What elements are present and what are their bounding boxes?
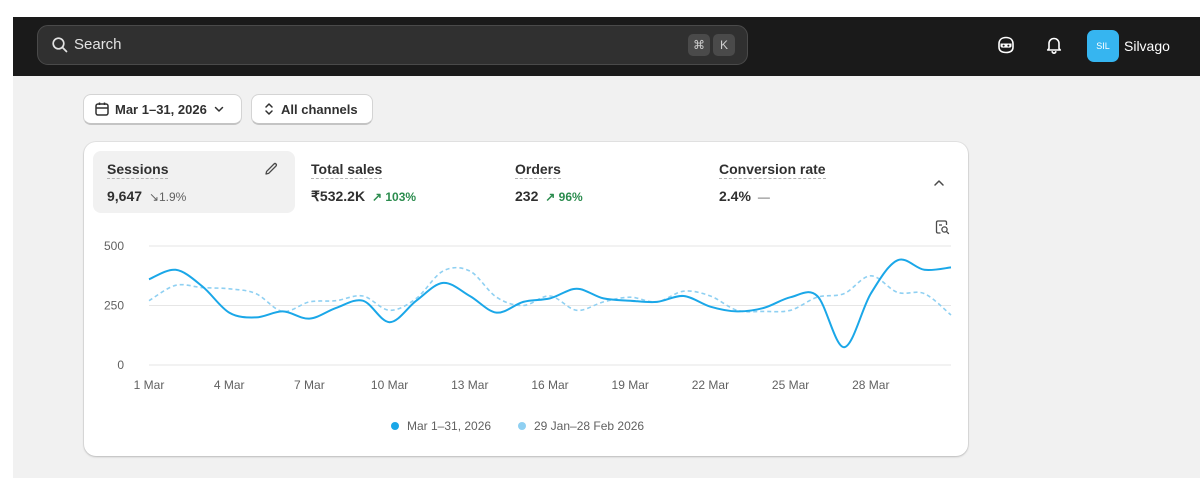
metric-orders[interactable]: Orders 232 ↗ 96% (501, 151, 703, 213)
legend-item-current[interactable]: Mar 1–31, 2026 (391, 419, 491, 433)
top-bar: Search ⌘ K SIL Silvago (13, 17, 1200, 76)
series-line-previous (148, 266, 952, 316)
x-tick-label: 28 Mar (852, 378, 889, 392)
metric-delta-text: 1.9% (159, 190, 187, 204)
y-tick-label: 0 (117, 358, 124, 372)
bell-icon[interactable] (1043, 34, 1065, 56)
app-frame: Search ⌘ K SIL Silvago Mar 1–31, 2026 (13, 17, 1200, 478)
legend-label: Mar 1–31, 2026 (407, 419, 492, 433)
calendar-icon (95, 102, 109, 116)
metric-label: Sessions (107, 161, 169, 179)
chevron-down-icon (214, 106, 224, 112)
date-range-label: Mar 1–31, 2026 (115, 101, 207, 117)
metric-value: 232 ↗ 96% (515, 187, 583, 206)
metric-label: Orders (515, 161, 561, 179)
x-tick-label: 22 Mar (692, 378, 729, 392)
sessions-line-chart: 500 250 0 1 Mar 4 Mar 7 Mar 10 Mar 13 Mar 16 Mar… (104, 239, 952, 392)
legend-label: 29 Jan–28 Feb 2026 (534, 419, 645, 433)
k-key-hint: K (713, 34, 735, 56)
metric-value: 2.4% — (719, 187, 770, 206)
arrow-up-right-icon: ↗ (545, 190, 556, 204)
store-name[interactable]: Silvago (1124, 38, 1170, 54)
y-tick-label: 250 (104, 299, 124, 313)
channels-label: All channels (281, 101, 358, 117)
metric-label: Total sales (311, 161, 383, 179)
command-key-hint: ⌘ (688, 34, 710, 56)
metric-value-text: ₹532.2K (311, 188, 366, 204)
legend-swatch (518, 422, 526, 430)
arrow-down-right-icon: ↘ (148, 190, 159, 204)
metric-value-text: 232 (515, 188, 539, 204)
x-tick-label: 13 Mar (451, 378, 488, 392)
x-tick-label: 25 Mar (772, 378, 809, 392)
x-tick-label: 1 Mar (134, 378, 165, 392)
metric-delta: ↗ 96% (545, 190, 582, 204)
sessions-card: Sessions 9,647 ↘1.9% Total sales ₹532.2K… (84, 142, 968, 456)
pencil-icon[interactable] (263, 161, 279, 177)
metric-value-text: 9,647 (107, 188, 143, 204)
x-tick-label: 7 Mar (294, 378, 325, 392)
select-arrows-icon (265, 103, 273, 115)
metric-delta: ↘1.9% (149, 190, 186, 204)
ai-assistant-icon[interactable] (995, 34, 1017, 56)
x-tick-label: 10 Mar (371, 378, 408, 392)
metric-delta-text: 103% (385, 190, 417, 204)
legend-swatch (391, 422, 399, 430)
metric-sessions[interactable]: Sessions 9,647 ↘1.9% (93, 151, 295, 213)
y-tick-label: 500 (104, 239, 124, 253)
metric-label: Conversion rate (719, 161, 826, 179)
chevron-up-icon[interactable] (932, 176, 946, 190)
search-placeholder: Search (74, 36, 122, 53)
metric-value: ₹532.2K ↗ 103% (311, 187, 416, 206)
x-tick-label: 4 Mar (214, 378, 245, 392)
chart-zoom-icon[interactable] (934, 219, 951, 236)
metric-conversion-rate[interactable]: Conversion rate 2.4% — (705, 151, 907, 213)
date-range-button[interactable]: Mar 1–31, 2026 (83, 94, 242, 125)
metric-total-sales[interactable]: Total sales ₹532.2K ↗ 103% (297, 151, 499, 213)
metric-delta-text: 96% (558, 190, 583, 204)
legend-item-previous[interactable]: 29 Jan–28 Feb 2026 (518, 419, 644, 433)
metric-delta: — (757, 190, 770, 204)
x-tick-label: 16 Mar (531, 378, 568, 392)
avatar[interactable]: SIL (1087, 30, 1119, 62)
series-line-current (148, 258, 952, 349)
metric-delta: ↗ 103% (372, 190, 416, 204)
arrow-up-right-icon: ↗ (371, 190, 383, 204)
metric-value: 9,647 ↘1.9% (107, 187, 186, 206)
metric-value-text: 2.4% (719, 188, 751, 204)
x-tick-label: 19 Mar (612, 378, 649, 392)
channels-button[interactable]: All channels (251, 94, 373, 125)
search-icon (52, 37, 68, 53)
search-bar[interactable]: Search ⌘ K (37, 25, 748, 65)
